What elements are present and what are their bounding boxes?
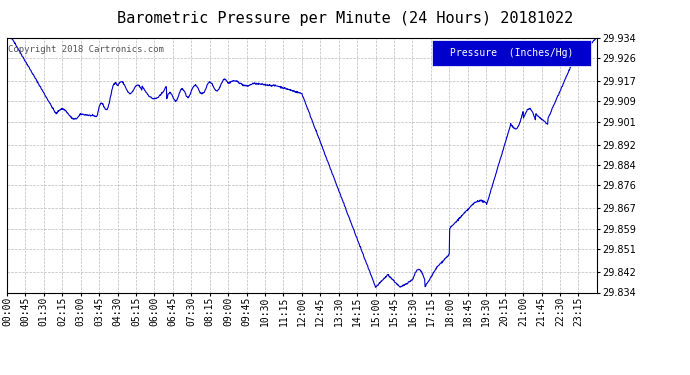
Text: Barometric Pressure per Minute (24 Hours) 20181022: Barometric Pressure per Minute (24 Hours…	[117, 11, 573, 26]
Text: Pressure  (Inches/Hg): Pressure (Inches/Hg)	[450, 48, 573, 58]
Text: Copyright 2018 Cartronics.com: Copyright 2018 Cartronics.com	[8, 45, 164, 54]
Bar	[432, 40, 591, 66]
